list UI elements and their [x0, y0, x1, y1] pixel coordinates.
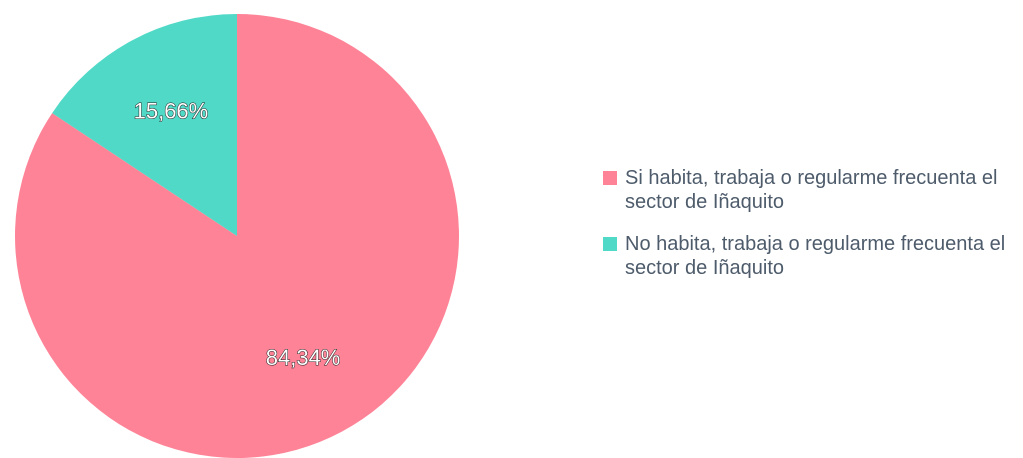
legend-swatch — [603, 237, 617, 251]
legend-swatch — [603, 171, 617, 185]
slice-label: 15,66% — [134, 99, 209, 124]
pie-slice — [52, 14, 237, 236]
legend-label: Si habita, trabaja o regularme frecuenta… — [625, 167, 998, 213]
legend-label: No habita, trabaja o regularme frecuenta… — [625, 233, 1006, 279]
legend: Si habita, trabaja o regularme frecuenta… — [603, 166, 1021, 298]
slice-label: 84,34% — [266, 345, 341, 370]
chart: 84,34% 15,66% — [14, 14, 460, 458]
legend-entry: Si habita, trabaja o regularme frecuenta… — [603, 166, 1021, 214]
legend-entry: No habita, trabaja o regularme frecuenta… — [603, 232, 1021, 280]
